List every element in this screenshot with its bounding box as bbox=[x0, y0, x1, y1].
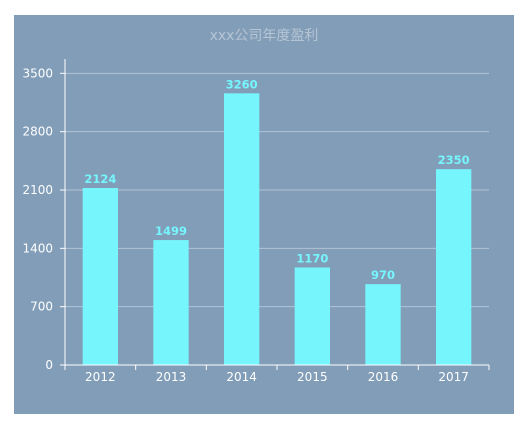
data-label-2016: 970 bbox=[371, 268, 395, 282]
chart-title: xxx公司年度盈利 bbox=[210, 28, 319, 44]
grid-lines bbox=[65, 72, 489, 308]
x-tick-label: 2015 bbox=[297, 370, 328, 384]
data-label-2012: 2124 bbox=[84, 172, 116, 186]
bar-2013 bbox=[153, 240, 189, 365]
bar-2014 bbox=[224, 93, 260, 365]
bar-chart: xxx公司年度盈利 0 700 1400 2100 2800 3500 2012 2013 20… bbox=[14, 15, 514, 414]
y-tick-label: 1400 bbox=[22, 241, 53, 255]
y-tick-label: 2800 bbox=[22, 125, 53, 139]
bar-2015 bbox=[294, 267, 330, 365]
data-labels: 2124 1499 3260 1170 970 2350 bbox=[84, 77, 469, 282]
bar-2012 bbox=[82, 188, 118, 365]
x-tick-label: 2017 bbox=[438, 370, 469, 384]
x-tick-label: 2013 bbox=[156, 370, 187, 384]
data-label-2014: 3260 bbox=[226, 77, 258, 91]
data-label-2017: 2350 bbox=[438, 153, 470, 167]
y-tick-label: 700 bbox=[30, 300, 53, 314]
data-label-2015: 1170 bbox=[296, 252, 328, 266]
y-tick-label: 0 bbox=[45, 358, 53, 372]
bar-2016 bbox=[365, 284, 401, 365]
bar-2017 bbox=[436, 169, 472, 365]
chart-panel: xxx公司年度盈利 0 700 1400 2100 2800 3500 2012 2013 20… bbox=[14, 15, 514, 414]
x-tick-label: 2012 bbox=[85, 370, 116, 384]
x-tick-label: 2014 bbox=[226, 370, 257, 384]
bars bbox=[82, 93, 472, 365]
axes: 0 700 1400 2100 2800 3500 2012 2013 2014 2015 2016… bbox=[22, 59, 490, 384]
y-tick-label: 2100 bbox=[22, 183, 53, 197]
x-tick-label: 2016 bbox=[368, 370, 399, 384]
data-label-2013: 1499 bbox=[155, 224, 187, 238]
y-tick-label: 3500 bbox=[22, 66, 53, 80]
